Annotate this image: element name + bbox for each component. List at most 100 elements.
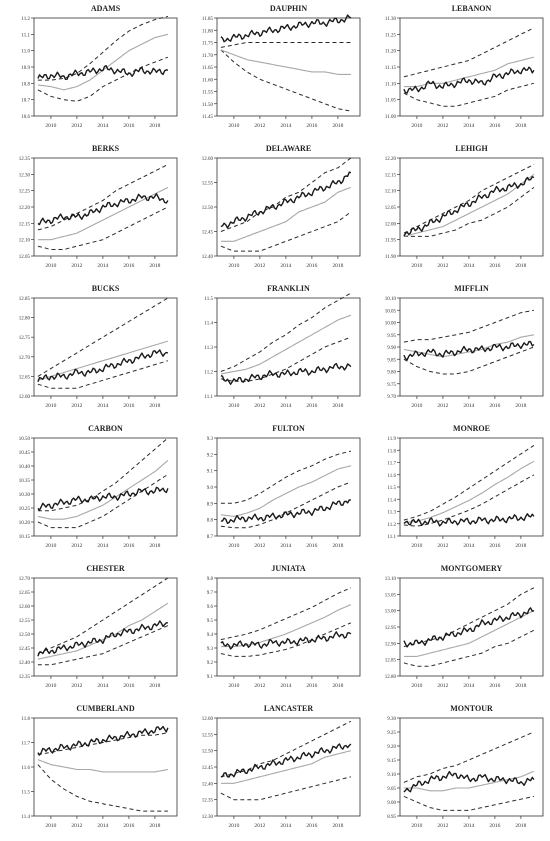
y-tick-label: 11.4 (204, 322, 213, 327)
forecast-series-line (37, 602, 169, 660)
chart-title: DELAWARE (266, 144, 311, 153)
plot-frame (399, 577, 544, 677)
lower-bound-line (403, 474, 535, 527)
x-tick-label: 2010 (228, 543, 239, 549)
y-tick-label: 11.50 (202, 103, 214, 108)
chart-title: CUMBERLAND (76, 704, 134, 713)
y-tick-label: 11.6 (387, 474, 396, 479)
x-tick-label: 2016 (489, 263, 500, 269)
actual-series-line (403, 607, 535, 648)
y-tick-label: 10.40 (19, 465, 31, 470)
y-tick-label: 13.00 (385, 610, 397, 615)
x-tick-label: 2014 (463, 263, 474, 269)
x-tick-label: 2018 (515, 823, 526, 829)
chart-title: MONTGOMERY (441, 564, 503, 573)
x-tick-label: 2018 (332, 123, 343, 129)
chart-title: FRANKLIN (267, 284, 310, 293)
plot-frame (216, 717, 361, 817)
x-tick-label: 2014 (280, 123, 291, 129)
x-tick-label: 2014 (97, 543, 108, 549)
y-tick-label: 10.9 (21, 66, 30, 71)
chart-title: MIFFLIN (454, 284, 489, 293)
y-tick-label: 12.50 (202, 750, 214, 755)
lower-bound-line (220, 49, 351, 112)
y-tick-label: 10.7 (21, 99, 30, 104)
plot-frame (216, 577, 361, 677)
lower-bound-line (403, 795, 535, 811)
lower-bound-line (403, 187, 535, 237)
lower-bound-line (220, 211, 352, 252)
y-tick-label: 11.10 (385, 82, 397, 87)
y-tick-label: 9.1 (207, 675, 214, 680)
x-tick-label: 2014 (97, 823, 108, 829)
y-tick-label: 11.7 (21, 742, 30, 747)
plot-frame (33, 17, 178, 117)
actual-series-line (403, 770, 535, 793)
lower-bound-line (37, 473, 169, 529)
x-tick-label: 2014 (463, 543, 474, 549)
y-tick-label: 12.90 (385, 642, 397, 647)
chart-title: LEBANON (452, 4, 492, 13)
actual-series-line (37, 349, 169, 383)
x-tick-label: 2012 (71, 123, 82, 129)
upper-bound-line (220, 42, 351, 48)
chart-title: BERKS (92, 144, 120, 153)
y-tick-label: 11.85 (202, 17, 214, 22)
x-tick-label: 2010 (45, 543, 56, 549)
y-tick-label: 13.05 (385, 593, 397, 598)
y-tick-label: 12.20 (385, 157, 397, 162)
x-tick-label: 2014 (463, 123, 474, 129)
y-tick-label: 11.70 (202, 54, 214, 59)
x-tick-label: 2018 (515, 683, 526, 689)
x-tick-label: 2018 (515, 263, 526, 269)
x-tick-label: 2010 (411, 403, 422, 409)
chart-panel: BERKS 12.05 12.10 12.15 12.20 12.25 12.30 12.35… (19, 144, 178, 269)
y-tick-label: 12.30 (202, 815, 214, 820)
chart-panel: FULTON 8.7 8.8 8.9 9.0 9.1 9.2 9.3 2010 2012 2014 2… (207, 424, 361, 549)
y-tick-label: 10.10 (385, 297, 397, 302)
forecast-series-line (220, 314, 352, 375)
actual-series-line (37, 486, 169, 511)
actual-series-line (403, 340, 535, 361)
y-tick-label: 9.3 (207, 647, 214, 652)
forecast-series-line (220, 604, 352, 648)
forecast-series-line (220, 49, 351, 75)
y-tick-label: 11.95 (385, 239, 397, 244)
y-tick-label: 12.80 (19, 317, 31, 322)
plot-frame (399, 17, 544, 117)
y-tick-label: 11.20 (385, 50, 397, 55)
x-tick-label: 2018 (332, 263, 343, 269)
x-tick-label: 2014 (280, 823, 291, 829)
x-tick-label: 2016 (306, 543, 317, 549)
x-tick-label: 2010 (411, 263, 422, 269)
chart-title: ADAMS (91, 4, 121, 13)
actual-series-line (403, 513, 535, 527)
x-tick-label: 2018 (149, 123, 160, 129)
y-tick-label: 12.55 (19, 619, 31, 624)
x-tick-label: 2016 (489, 403, 500, 409)
chart-title: JUNIATA (271, 564, 306, 573)
upper-bound-line (37, 577, 169, 655)
x-tick-label: 2018 (149, 263, 160, 269)
upper-bound-line (403, 587, 535, 648)
y-tick-label: 10.25 (19, 507, 31, 512)
x-tick-label: 2010 (228, 403, 239, 409)
y-tick-label: 10.15 (19, 535, 31, 540)
x-tick-label: 2018 (332, 403, 343, 409)
y-tick-label: 8.8 (207, 519, 214, 524)
x-tick-label: 2018 (332, 683, 343, 689)
y-tick-label: 9.70 (387, 395, 396, 400)
actual-series-line (403, 176, 535, 237)
y-tick-label: 12.85 (385, 659, 397, 664)
lower-bound-line (37, 206, 169, 250)
actual-series-line (37, 64, 169, 81)
forecast-series-line (403, 770, 535, 792)
chart-title: DAUPHIN (270, 4, 308, 13)
actual-series-line (37, 620, 168, 657)
y-tick-label: 9.30 (387, 717, 396, 722)
x-tick-label: 2014 (97, 263, 108, 269)
lower-bound-line (220, 622, 352, 657)
y-tick-label: 12.20 (19, 206, 31, 211)
x-tick-label: 2014 (463, 683, 474, 689)
x-tick-label: 2012 (437, 683, 448, 689)
